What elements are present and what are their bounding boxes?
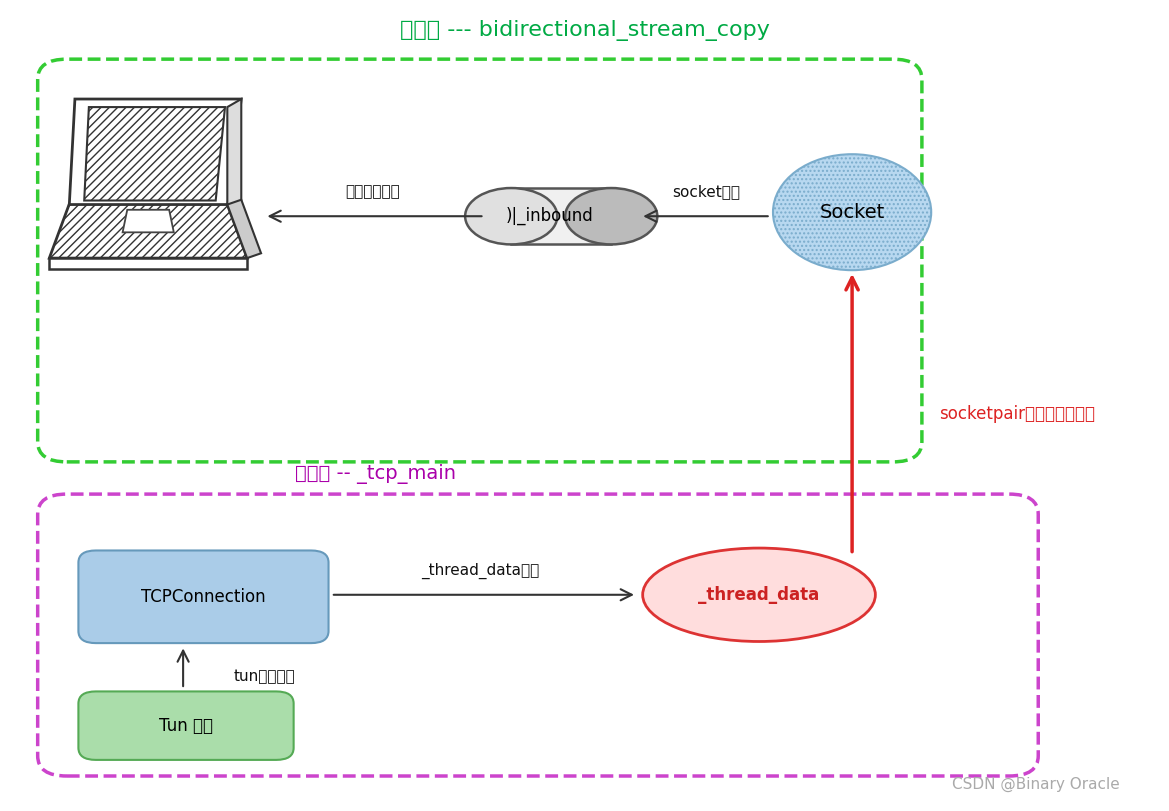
Text: 标准输出可写: 标准输出可写 [345,185,400,200]
FancyBboxPatch shape [37,59,922,462]
Text: _thread_data: _thread_data [698,586,819,603]
Text: socketpair创建的双向通道: socketpair创建的双向通道 [940,405,1095,423]
Text: Socket: Socket [819,203,885,221]
Ellipse shape [465,188,558,244]
Text: Tun 设备: Tun 设备 [159,717,213,735]
Polygon shape [49,204,247,258]
Text: TCPConnection: TCPConnection [141,588,265,606]
Text: socket可读: socket可读 [672,185,741,200]
Ellipse shape [565,188,657,244]
Text: _thread_data可写: _thread_data可写 [421,563,539,579]
Polygon shape [123,210,174,232]
FancyBboxPatch shape [511,188,611,244]
Polygon shape [69,99,241,208]
Text: tun设备可读: tun设备可读 [234,669,296,684]
Text: 主线程 --- bidirectional_stream_copy: 主线程 --- bidirectional_stream_copy [400,20,769,41]
FancyBboxPatch shape [78,692,293,760]
Text: 子线程 -- _tcp_main: 子线程 -- _tcp_main [295,464,456,484]
Polygon shape [49,258,247,268]
Polygon shape [227,200,261,258]
FancyBboxPatch shape [37,494,1038,776]
Polygon shape [84,107,224,200]
Ellipse shape [773,154,932,270]
Ellipse shape [643,548,876,642]
Text: CSDN @Binary Oracle: CSDN @Binary Oracle [952,776,1120,792]
FancyBboxPatch shape [78,551,328,643]
Text: )|_inbound: )|_inbound [506,207,594,225]
Polygon shape [227,99,241,208]
